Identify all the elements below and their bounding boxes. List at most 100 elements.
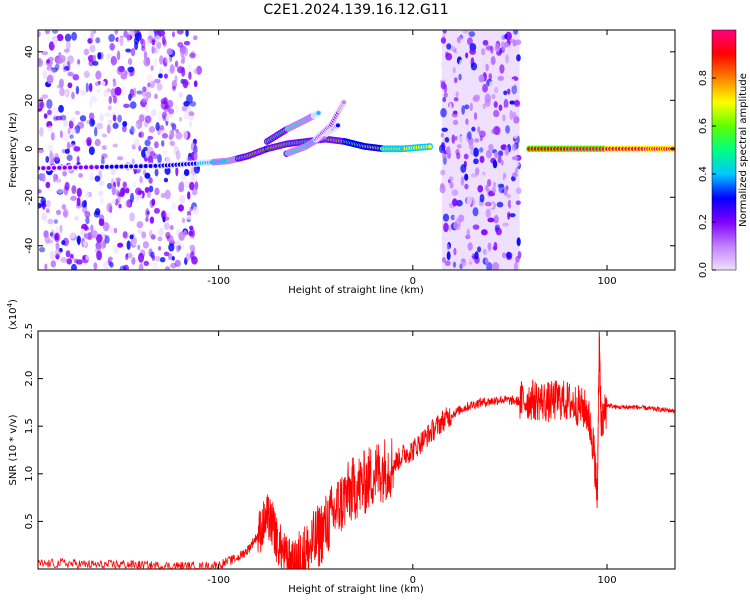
noise-blob — [177, 204, 184, 212]
noise-blob — [160, 192, 166, 199]
noise-blob — [67, 71, 74, 77]
noise-blob — [97, 52, 102, 60]
noise-blob — [460, 164, 467, 173]
noise-blob — [138, 145, 142, 152]
y-tick-label: 20 — [24, 94, 35, 107]
spectrogram-y-axis-label: Frequency (Hz) — [8, 112, 19, 188]
noise-blob — [55, 115, 63, 121]
noise-blob — [46, 200, 51, 208]
noise-blob — [484, 257, 489, 265]
noise-blob — [452, 198, 458, 207]
noise-blob — [53, 36, 58, 46]
noise-blob — [455, 48, 463, 53]
noise-blob — [491, 94, 496, 100]
x-tick-label: 100 — [597, 276, 616, 287]
noise-blob — [452, 119, 459, 125]
noise-blob — [100, 80, 106, 87]
noise-blob — [446, 244, 450, 251]
noise-blob — [162, 150, 168, 155]
noise-blob — [489, 80, 495, 90]
noise-blob — [73, 146, 81, 152]
noise-blob — [177, 41, 184, 48]
noise-blob — [127, 66, 135, 73]
noise-blob — [484, 93, 491, 104]
noise-blob — [138, 114, 145, 122]
noise-blob — [189, 181, 195, 191]
noise-blob — [452, 66, 456, 74]
noise-blob — [101, 156, 105, 166]
noise-blob — [89, 172, 95, 181]
noise-blob — [193, 164, 201, 174]
noise-blob — [157, 153, 162, 164]
noise-blob — [154, 141, 159, 149]
noise-blob — [149, 216, 155, 224]
ridge-core — [119, 164, 124, 169]
noise-blob — [154, 168, 159, 177]
noise-blob — [513, 132, 518, 139]
noise-blob — [63, 48, 70, 53]
spectrogram-y-ticks: -40 -20 0 20 40 — [24, 45, 675, 254]
noise-blob — [66, 154, 73, 161]
noise-blob — [71, 263, 77, 270]
noise-blob — [508, 183, 513, 188]
ridge-core — [114, 164, 119, 169]
noise-blob — [460, 38, 467, 46]
noise-blob — [472, 224, 480, 230]
noise-blob — [152, 262, 158, 270]
noise-blob — [133, 138, 140, 148]
noise-blob — [110, 55, 117, 66]
noise-blob — [502, 114, 506, 122]
noise-blob — [510, 200, 517, 207]
noise-blob — [44, 235, 51, 244]
noise-blob — [50, 260, 56, 268]
noise-blob — [46, 59, 51, 64]
noise-blob — [504, 33, 508, 39]
noise-blob — [164, 73, 168, 79]
noise-blob — [43, 215, 47, 224]
noise-blob — [153, 57, 158, 67]
x-tick-label: 0 — [410, 575, 416, 586]
noise-blob — [71, 31, 78, 41]
noise-blob — [58, 104, 64, 113]
colorbar: 0.0 0.2 0.4 0.6 0.8 Normalized spectral ampl… — [698, 29, 749, 278]
ridge-core — [104, 164, 110, 169]
noise-blob — [470, 62, 478, 71]
noise-blob — [56, 57, 63, 65]
noise-blob — [470, 173, 478, 178]
noise-blob — [45, 208, 50, 214]
noise-blob — [60, 256, 67, 263]
noise-blob — [163, 216, 170, 221]
noise-blob — [170, 262, 177, 269]
ridge-core — [148, 163, 153, 168]
noise-blob — [168, 108, 175, 115]
noise-blob — [159, 124, 165, 131]
noise-blob — [75, 85, 80, 95]
noise-blob — [493, 76, 498, 84]
noise-blob — [38, 58, 42, 66]
noise-blob — [76, 235, 82, 244]
noise-blob — [444, 260, 451, 267]
noise-blob — [503, 98, 509, 109]
ridge-core — [99, 164, 105, 169]
noise-blob — [85, 82, 89, 93]
noise-blob — [55, 248, 61, 256]
noise-blob — [485, 149, 492, 159]
noise-blob — [119, 38, 124, 47]
noise-blob — [462, 30, 470, 35]
noise-blob — [191, 173, 198, 183]
noise-blob — [503, 188, 508, 196]
noise-blob — [61, 240, 66, 246]
noise-blob — [440, 132, 445, 138]
noise-blob — [454, 135, 458, 141]
noise-blob — [146, 73, 154, 84]
noise-blob — [129, 88, 135, 98]
noise-blob — [74, 125, 81, 134]
noise-blob — [146, 191, 151, 198]
noise-blob — [451, 189, 459, 196]
noise-blob — [508, 151, 513, 156]
noise-blob — [499, 64, 505, 74]
noise-blob — [511, 156, 519, 161]
noise-blob — [513, 261, 519, 270]
noise-blob — [472, 207, 479, 217]
colorbar-tick-label: 0.0 — [698, 262, 709, 278]
